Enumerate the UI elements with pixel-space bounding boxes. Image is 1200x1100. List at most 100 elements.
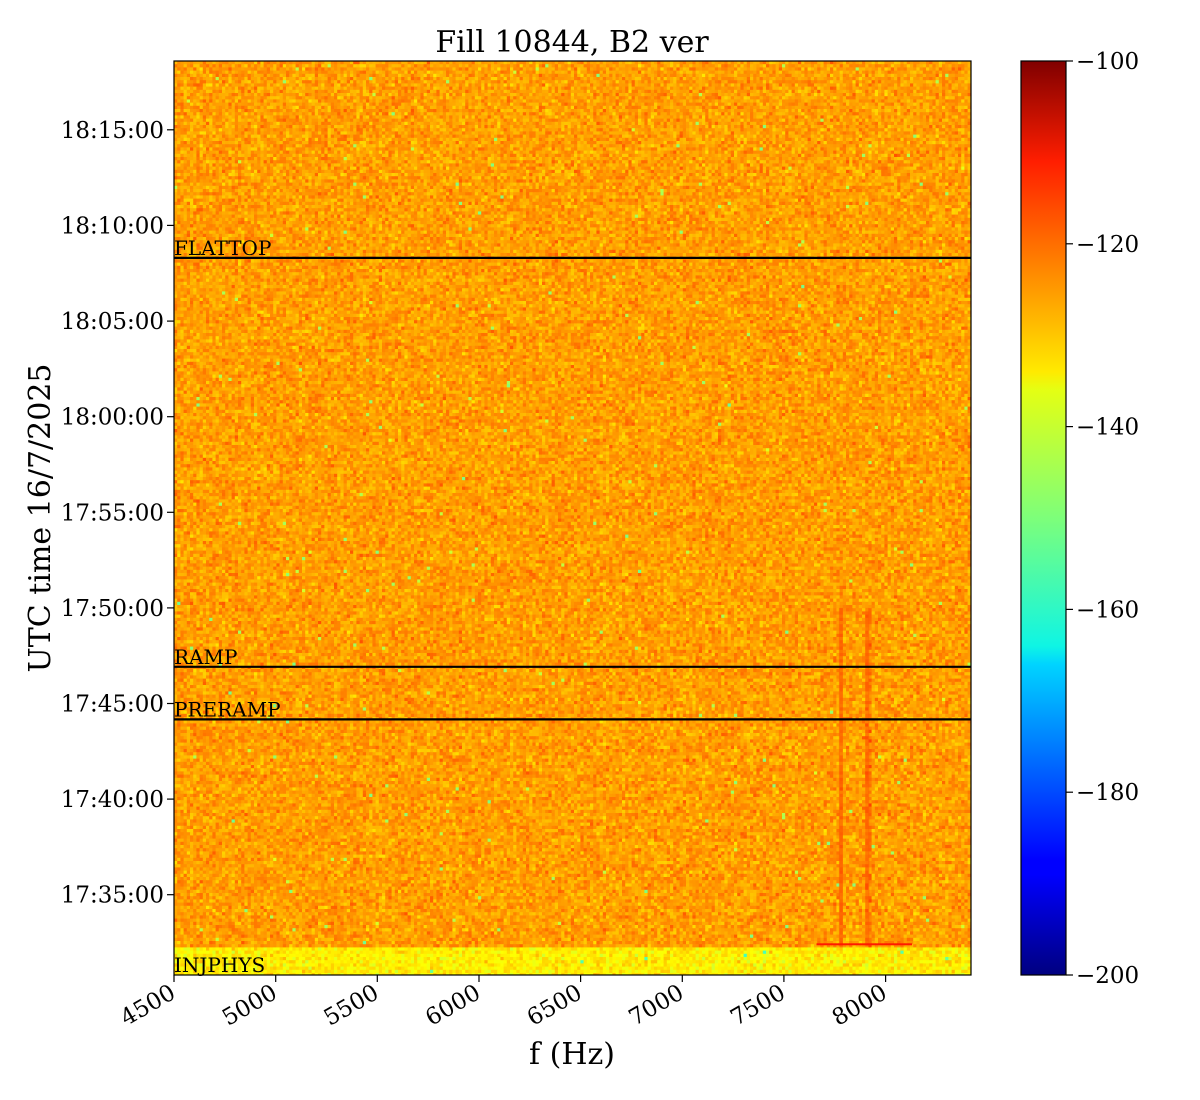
heatmap-cell (843, 71, 847, 75)
heatmap-cell (852, 80, 856, 84)
heatmap-cell (523, 77, 527, 81)
heatmap-cell (478, 80, 482, 84)
heatmap-cell (539, 74, 543, 78)
heatmap-cell (366, 83, 370, 87)
heatmap-cell (689, 83, 693, 87)
heatmap-cell (232, 74, 236, 78)
heatmap-cell (590, 83, 594, 87)
heatmap-cell (504, 67, 508, 71)
heatmap-cell (590, 77, 594, 81)
heatmap-cell (420, 74, 424, 78)
heatmap-cell (401, 71, 405, 75)
heatmap-cell (593, 83, 597, 87)
heatmap-cell (536, 77, 540, 81)
heatmap-cell (475, 74, 479, 78)
heatmap-cell (308, 83, 312, 87)
heatmap-cell (465, 80, 469, 84)
heatmap-cell (411, 67, 415, 71)
heatmap-cell (644, 80, 648, 84)
heatmap-cell (795, 80, 799, 84)
heatmap-cell (622, 80, 626, 84)
heatmap-cell (254, 64, 258, 68)
heatmap-cell (942, 74, 946, 78)
heatmap-cell (824, 77, 828, 81)
heatmap-cell (184, 80, 188, 84)
heatmap-cell (811, 80, 815, 84)
heatmap-cell (584, 80, 588, 84)
heatmap-cell (712, 64, 716, 68)
heatmap-cell (651, 77, 655, 81)
heatmap-cell (244, 64, 248, 68)
heatmap-cell (305, 74, 309, 78)
heatmap-cell (190, 77, 194, 81)
heatmap-cell (270, 74, 274, 78)
heatmap-cell (555, 64, 559, 68)
heatmap-cell (772, 77, 776, 81)
heatmap-cell (420, 77, 424, 81)
heatmap-cell (452, 74, 456, 78)
heatmap-cell (209, 74, 213, 78)
heatmap-cell (427, 77, 431, 81)
heatmap-cell (792, 77, 796, 81)
heatmap-cell (440, 74, 444, 78)
heatmap-cell (574, 67, 578, 71)
heatmap-cell (718, 71, 722, 75)
heatmap-cell (401, 67, 405, 71)
heatmap-cell (664, 77, 668, 81)
heatmap-cell (904, 74, 908, 78)
heatmap-cell (328, 83, 332, 87)
heatmap-cell (651, 74, 655, 78)
heatmap-cell (248, 77, 252, 81)
heatmap-cell (785, 80, 789, 84)
heatmap-cell (724, 74, 728, 78)
heatmap-cell (472, 77, 476, 81)
heatmap-cell (667, 77, 671, 81)
heatmap-cell (398, 74, 402, 78)
heatmap-cell (382, 80, 386, 84)
heatmap-cell (436, 64, 440, 68)
heatmap-cell (606, 71, 610, 75)
heatmap-cell (529, 77, 533, 81)
heatmap-cell (209, 83, 213, 87)
heatmap-cell (462, 80, 466, 84)
heatmap-cell (465, 74, 469, 78)
heatmap-cell (571, 71, 575, 75)
heatmap-cell (763, 71, 767, 75)
heatmap-cell (942, 80, 946, 84)
heatmap-cell (907, 67, 911, 71)
heatmap-cell (782, 83, 786, 87)
heatmap-cell (222, 74, 226, 78)
heatmap-cell (251, 74, 255, 78)
heatmap-cell (235, 83, 239, 87)
heatmap-cell (667, 64, 671, 68)
heatmap-cell (372, 83, 376, 87)
heatmap-cell (251, 77, 255, 81)
heatmap-cell (884, 80, 888, 84)
heatmap-cell (654, 71, 658, 75)
heatmap-cell (292, 80, 296, 84)
heatmap-cell (907, 71, 911, 75)
heatmap-cell (712, 71, 716, 75)
heatmap-cell (507, 80, 511, 84)
heatmap-cell (401, 74, 405, 78)
heatmap-cell (737, 67, 741, 71)
heatmap-cell (356, 71, 360, 75)
heatmap-cell (721, 83, 725, 87)
heatmap-cell (564, 80, 568, 84)
heatmap-cell (814, 71, 818, 75)
heatmap-cell (500, 80, 504, 84)
heatmap-cell (561, 80, 565, 84)
heatmap-cell (760, 80, 764, 84)
heatmap-cell (676, 67, 680, 71)
heatmap-cell (948, 64, 952, 68)
heatmap-cell (648, 83, 652, 87)
heatmap-cell (180, 67, 184, 71)
heatmap-cell (587, 64, 591, 68)
heatmap-cell (536, 74, 540, 78)
heatmap-cell (257, 80, 261, 84)
heatmap-cell (196, 74, 200, 78)
heatmap-cell (465, 83, 469, 87)
heatmap-cell (353, 83, 357, 87)
heatmap-cell (721, 77, 725, 81)
heatmap-cell (619, 77, 623, 81)
